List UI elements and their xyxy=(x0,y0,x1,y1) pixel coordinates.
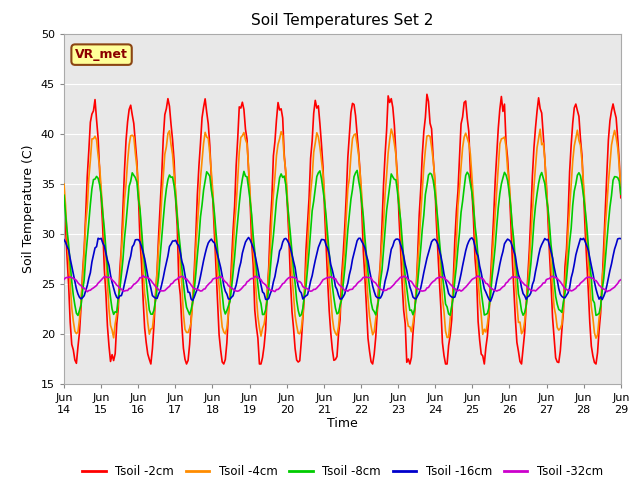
Text: VR_met: VR_met xyxy=(75,48,128,61)
Legend: Tsoil -2cm, Tsoil -4cm, Tsoil -8cm, Tsoil -16cm, Tsoil -32cm: Tsoil -2cm, Tsoil -4cm, Tsoil -8cm, Tsoi… xyxy=(77,461,607,480)
X-axis label: Time: Time xyxy=(327,418,358,431)
Y-axis label: Soil Temperature (C): Soil Temperature (C) xyxy=(22,144,35,273)
Title: Soil Temperatures Set 2: Soil Temperatures Set 2 xyxy=(252,13,433,28)
